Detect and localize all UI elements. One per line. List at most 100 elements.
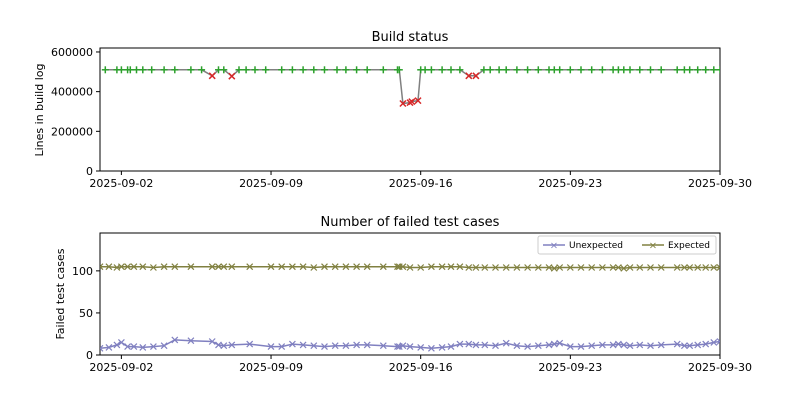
build-pass-marker (160, 66, 168, 74)
point-expected (353, 263, 361, 271)
point-expected (550, 264, 558, 272)
build-pass-marker (686, 66, 694, 74)
point-expected (100, 263, 104, 271)
point-unexpected (399, 342, 407, 350)
point-unexpected (588, 342, 596, 350)
y-axis-label: Failed test cases (54, 248, 67, 339)
build-status-chart: Build status Lines in build log 0 200000 4… (33, 30, 752, 190)
point-unexpected (353, 341, 361, 349)
build-fail-marker (472, 72, 480, 80)
point-expected (588, 264, 596, 271)
build-pass-marker (577, 66, 585, 74)
build-pass-marker (101, 66, 109, 74)
point-unexpected (609, 341, 617, 349)
build-pass-marker (626, 66, 634, 74)
build-pass-marker (486, 66, 494, 74)
point-unexpected (267, 343, 275, 351)
build-pass-marker (427, 66, 435, 74)
point-expected (105, 263, 113, 271)
build-pass-marker (321, 66, 328, 74)
build-pass-marker (702, 66, 710, 74)
build-pass-marker (353, 66, 361, 74)
build-pass-marker (534, 66, 542, 74)
point-expected (657, 264, 665, 271)
legend-unexpected-marker: × (550, 241, 558, 252)
build-pass-marker (456, 66, 464, 74)
point-unexpected (626, 342, 634, 350)
point-expected (417, 264, 425, 271)
x-tick-label: 2025-09-02 (89, 361, 153, 374)
x-tick-label: 2025-09-16 (389, 361, 453, 374)
point-expected (598, 264, 606, 271)
point-expected (379, 263, 387, 271)
point-expected (673, 264, 681, 271)
point-expected (534, 264, 542, 271)
point-expected (502, 264, 510, 271)
build-pass-marker (220, 66, 228, 74)
build-pass-marker (710, 66, 718, 74)
build-pass-marker (117, 66, 125, 74)
point-expected (187, 263, 195, 271)
build-pass-marker (198, 66, 206, 74)
build-fail-marker (399, 99, 407, 108)
build-pass-marker (513, 66, 521, 74)
point-expected (124, 263, 132, 271)
build-pass-marker (495, 66, 503, 74)
point-expected (492, 264, 499, 271)
point-expected (399, 263, 407, 271)
build-pass-marker (235, 66, 243, 74)
build-pass-marker (694, 66, 702, 74)
point-unexpected (566, 343, 574, 351)
point-unexpected (636, 341, 644, 349)
point-expected (680, 264, 688, 271)
build-pass-marker (421, 66, 429, 74)
point-unexpected (427, 344, 435, 352)
build-fail-marker (414, 97, 422, 105)
build-pass-marker (262, 66, 270, 74)
chart-title: Build status (372, 30, 449, 45)
point-unexpected (117, 338, 125, 346)
point-unexpected (149, 343, 157, 351)
x-tick-label: 2025-09-02 (89, 177, 153, 190)
x-tick-label: 2025-09-30 (688, 361, 752, 374)
build-pass-marker (620, 66, 628, 74)
point-unexpected (673, 340, 681, 348)
marks: 0 50 100 2025-09-02 2025-09-09 2025-09-16 2025… (72, 263, 752, 374)
point-unexpected (481, 341, 489, 349)
build-pass-marker (148, 66, 156, 74)
build-pass-marker (363, 66, 371, 74)
build-pass-marker (251, 66, 259, 74)
build-pass-marker (673, 66, 681, 74)
point-expected (299, 263, 307, 271)
point-unexpected (657, 341, 665, 349)
point-unexpected (438, 343, 446, 351)
point-expected (636, 264, 644, 271)
point-unexpected (379, 342, 387, 350)
point-unexpected (716, 338, 720, 345)
point-expected (427, 263, 435, 271)
build-pass-marker (288, 66, 296, 74)
point-expected (342, 263, 350, 271)
y-tick-label: 0 (86, 349, 93, 362)
point-unexpected (100, 344, 104, 352)
point-unexpected (577, 343, 585, 351)
point-expected (513, 264, 521, 271)
chart-title: Number of failed test cases (321, 215, 500, 230)
point-unexpected (465, 340, 473, 348)
build-pass-marker (333, 66, 341, 74)
series-line-expected (100, 265, 720, 270)
point-expected (139, 263, 147, 271)
point-unexpected (680, 342, 688, 350)
point-unexpected (417, 343, 425, 351)
legend: × Unexpected × Expected (537, 235, 717, 255)
point-unexpected (550, 340, 558, 348)
point-unexpected (288, 340, 296, 348)
point-unexpected (171, 336, 179, 344)
legend-expected-marker: × (649, 241, 657, 252)
build-pass-marker (187, 66, 195, 74)
point-expected (716, 264, 720, 271)
point-expected (614, 264, 622, 271)
point-unexpected (363, 341, 371, 349)
legend-expected-label: Expected (668, 241, 710, 251)
